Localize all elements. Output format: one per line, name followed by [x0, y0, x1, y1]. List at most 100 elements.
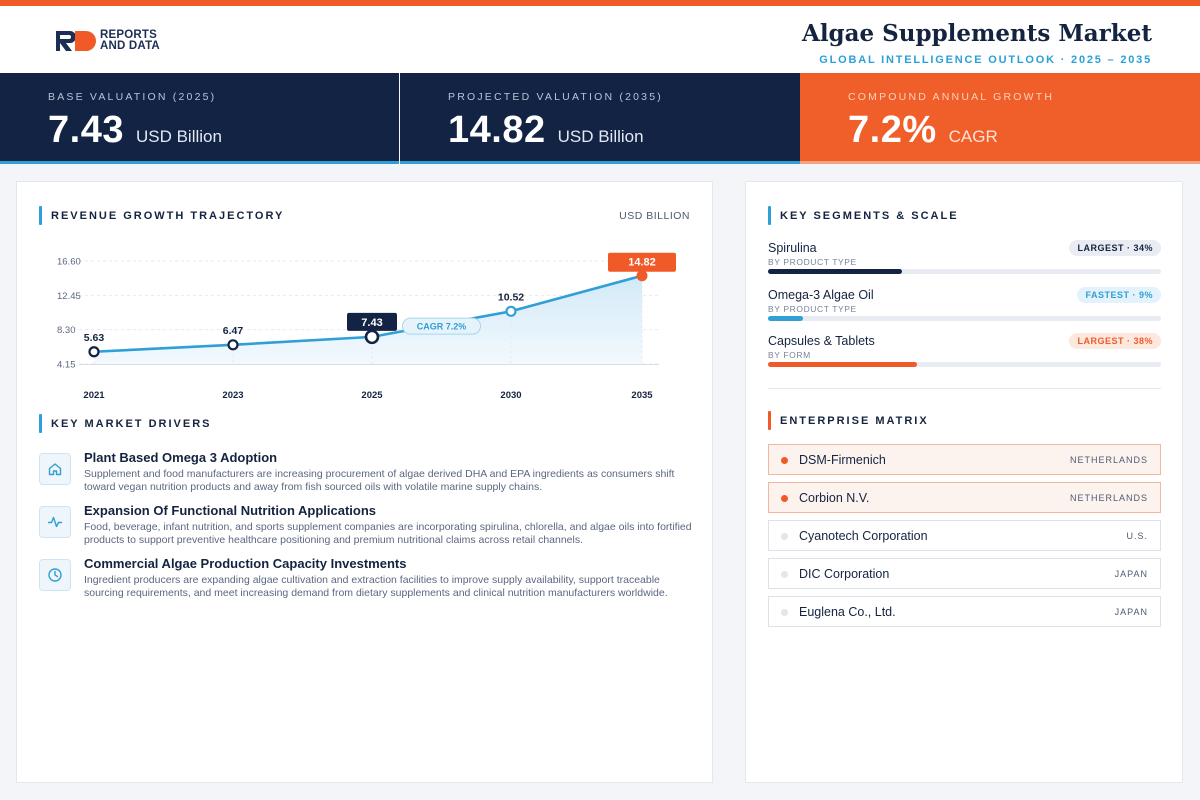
clock-icon	[39, 559, 71, 591]
top-accent-bar	[0, 0, 1200, 6]
highlight-value-badge	[347, 312, 397, 331]
cagr-label: CAGR 7.2%	[417, 322, 467, 332]
data-label: 14.82	[628, 257, 656, 269]
x-tick-label: 2035	[631, 390, 653, 401]
segment-badge: FASTEST · 9%	[1077, 287, 1161, 303]
revenue-chart: 16.60 12.45 8.30 4.15 CAGR 7.2% 5.63 2021 6.47 2…	[57, 252, 676, 401]
enterprise-name: Cyanotech Corporation	[799, 529, 928, 543]
drivers-list: Plant Based Omega 3 Adoption Supplement …	[39, 450, 699, 609]
data-point	[88, 346, 100, 358]
driver-description: Supplement and food manufacturers are in…	[84, 468, 675, 493]
y-tick-label: 16.60	[57, 257, 81, 268]
enterprise-row[interactable]: Corbion N.V. NETHERLANDS	[768, 482, 1161, 513]
x-tick-label: 2025	[361, 390, 383, 401]
enterprise-row[interactable]: DSM-Firmenich NETHERLANDS	[768, 444, 1161, 475]
driver-item: Expansion Of Functional Nutrition Applic…	[39, 503, 699, 556]
enterprise-title: ENTERPRISE MATRIX	[768, 411, 929, 430]
cagr-pill	[402, 317, 481, 335]
segment-badge: LARGEST · 34%	[1069, 240, 1161, 256]
kpi-value: 14.82	[448, 109, 546, 151]
data-label: 10.52	[498, 291, 524, 303]
status-dot-icon	[781, 457, 788, 464]
driver-title: Plant Based Omega 3 Adoption	[84, 450, 278, 465]
data-label: 5.63	[84, 332, 105, 344]
driver-title: Expansion Of Functional Nutrition Applic…	[84, 503, 377, 518]
logo-mark-icon	[56, 31, 96, 51]
enterprise-row[interactable]: Euglena Co., Ltd. JAPAN	[768, 596, 1161, 627]
page-subtitle: GLOBAL INTELLIGENCE OUTLOOK · 2025 – 203…	[819, 54, 1152, 66]
status-dot-icon	[781, 571, 788, 578]
segment-badge: LARGEST · 38%	[1069, 333, 1161, 349]
divider	[768, 388, 1161, 389]
enterprise-name: DSM-Firmenich	[799, 453, 886, 467]
left-panel: REVENUE GROWTH TRAJECTORY USD BILLION 16…	[16, 181, 713, 783]
kpi-unit: USD Billion	[135, 127, 222, 146]
enterprise-country: NETHERLANDS	[1069, 493, 1148, 503]
status-dot-icon	[781, 533, 788, 540]
segment-name: Capsules & Tablets	[768, 334, 875, 348]
enterprise-country: U.S.	[1126, 531, 1148, 541]
enterprise-name: DIC Corporation	[799, 567, 890, 581]
kpi-label: PROJECTED VALUATION (2035)	[448, 91, 663, 103]
kpi-label: BASE VALUATION (2025)	[48, 91, 217, 103]
kpi-strip: BASE VALUATION (2025) 7.43 USD Billion P…	[0, 73, 1200, 164]
y-tick-label: 8.30	[57, 325, 76, 336]
x-tick-label: 2023	[222, 390, 243, 401]
kpi-cagr: COMPOUND ANNUAL GROWTH 7.2% CAGR	[800, 73, 1200, 164]
data-point	[636, 270, 648, 282]
trajectory-unit: USD BILLION	[619, 210, 690, 222]
segment-name: Spirulina	[768, 241, 817, 255]
x-tick-label: 2021	[83, 390, 105, 401]
status-dot-icon	[781, 609, 788, 616]
data-label: 7.43	[361, 317, 382, 329]
segment-item: Capsules & Tablets BY FORM LARGEST · 38%	[768, 333, 1161, 374]
driver-description: Ingredient producers are expanding algae…	[84, 574, 668, 599]
kpi-unit: USD Billion	[557, 127, 644, 146]
enterprise-row[interactable]: Cyanotech Corporation U.S.	[768, 520, 1161, 551]
kpi-value: 7.2%	[848, 109, 937, 151]
area-fill	[94, 275, 642, 364]
enterprise-name: Corbion N.V.	[799, 491, 870, 505]
segment-bar-track	[768, 362, 1161, 367]
logo-line-2: AND DATA	[100, 40, 160, 52]
enterprise-country: NETHERLANDS	[1069, 455, 1148, 465]
segment-name: Omega-3 Algae Oil	[768, 288, 874, 302]
kpi-projected-valuation: PROJECTED VALUATION (2035) 14.82 USD Bil…	[400, 73, 800, 164]
trajectory-title: REVENUE GROWTH TRAJECTORY	[39, 206, 284, 225]
logo: REPORTS AND DATA	[54, 28, 160, 54]
segment-bar-fill	[768, 362, 918, 367]
segment-item: Spirulina BY PRODUCT TYPE LARGEST · 34%	[768, 240, 1161, 281]
enterprise-row[interactable]: DIC Corporation JAPAN	[768, 558, 1161, 589]
segment-bar-track	[768, 269, 1161, 274]
driver-item: Commercial Algae Production Capacity Inv…	[39, 556, 699, 609]
data-point	[505, 305, 517, 317]
segment-category: BY PRODUCT TYPE	[768, 257, 857, 267]
enterprise-country: JAPAN	[1114, 607, 1148, 617]
driver-description: Food, beverage, infant nutrition, and sp…	[84, 521, 692, 546]
page-title: Algae Supplements Market	[801, 20, 1152, 47]
right-panel: KEY SEGMENTS & SCALE Spirulina BY PRODUC…	[745, 181, 1183, 783]
kpi-value: 7.43	[48, 109, 124, 151]
header: REPORTS AND DATA Algae Supplements Marke…	[0, 6, 1200, 73]
enterprise-country: JAPAN	[1114, 569, 1148, 579]
segment-bar-fill	[768, 316, 804, 321]
segment-bar-track	[768, 316, 1161, 321]
segment-category: BY FORM	[768, 350, 811, 360]
logo-line-1: REPORTS	[100, 29, 157, 41]
segment-item: Omega-3 Algae Oil BY PRODUCT TYPE FASTES…	[768, 287, 1161, 328]
data-point	[364, 329, 380, 345]
status-dot-icon	[781, 495, 788, 502]
data-label: 6.47	[223, 325, 244, 337]
segment-bar-fill	[768, 269, 902, 274]
segment-category: BY PRODUCT TYPE	[768, 304, 857, 314]
final-value-badge	[608, 252, 676, 272]
drivers-title: KEY MARKET DRIVERS	[39, 414, 211, 433]
kpi-label: COMPOUND ANNUAL GROWTH	[848, 91, 1055, 103]
enterprise-name: Euglena Co., Ltd.	[799, 605, 896, 619]
segments-title: KEY SEGMENTS & SCALE	[768, 206, 959, 225]
kpi-unit: CAGR	[948, 127, 998, 146]
driver-item: Plant Based Omega 3 Adoption Supplement …	[39, 450, 699, 503]
activity-icon	[39, 506, 71, 538]
driver-title: Commercial Algae Production Capacity Inv…	[84, 556, 407, 571]
y-tick-label: 4.15	[57, 360, 76, 371]
